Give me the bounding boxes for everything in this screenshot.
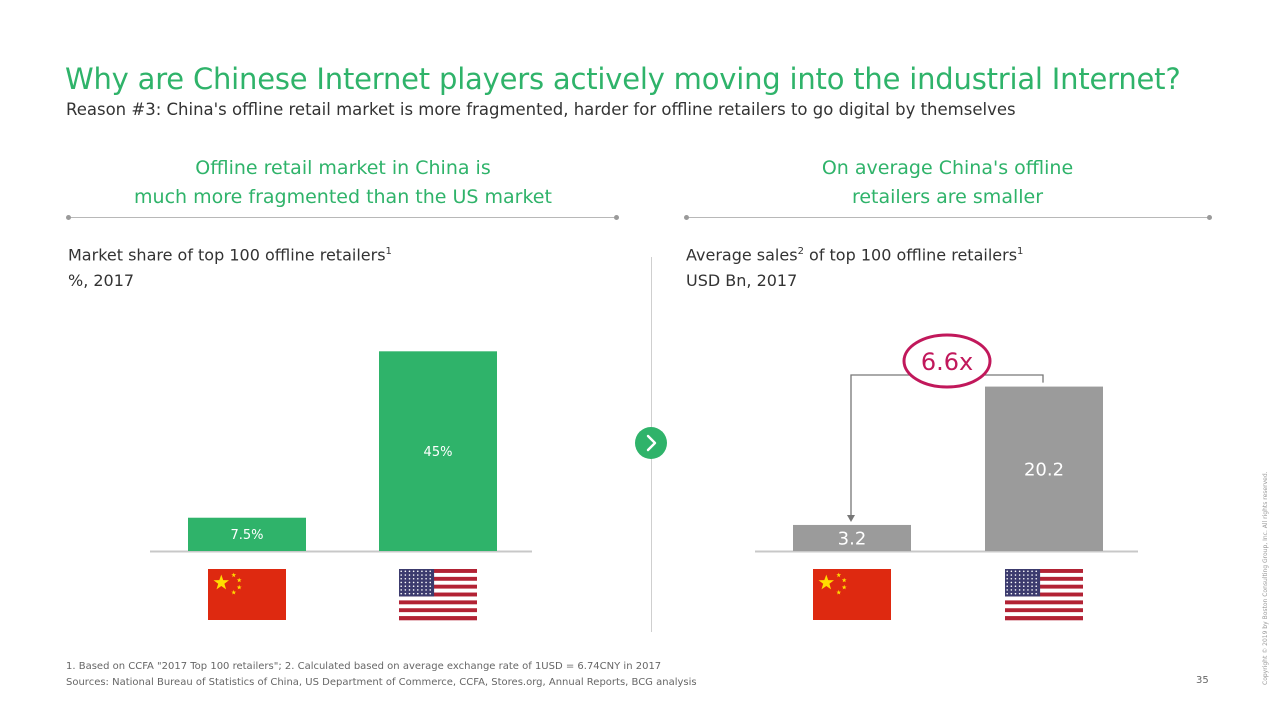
left-chart-label: Market share of top 100 offline retailer… (68, 239, 392, 294)
chart2-bar-us (985, 386, 1103, 551)
ratio-arrowhead (847, 514, 855, 522)
left-label-text: Market share of top 100 offline retailer… (68, 245, 386, 265)
next-arrow-button (635, 427, 667, 459)
copyright-notice: Copyright © 2019 by Boston Consulting Gr… (1262, 471, 1269, 685)
left-label-unit: %, 2017 (68, 271, 135, 291)
page-number: 35 (1196, 675, 1209, 686)
left-rule-dot-end (614, 215, 619, 220)
page-title: Why are Chinese Internet players activel… (65, 62, 1181, 96)
chart1-china-flag-icon (208, 569, 286, 620)
right-label-sup1: 1 (1017, 246, 1024, 257)
left-label-sup: 1 (385, 246, 392, 257)
left-heading-line2: much more fragmented than the US market (134, 186, 552, 208)
right-rule-dot-end (1207, 215, 1212, 220)
sources: Sources: National Bureau of Statistics o… (66, 677, 697, 688)
chart2-data-label-china: 3.2 (838, 528, 867, 549)
right-chart-label: Average sales2 of top 100 offline retail… (686, 239, 1023, 294)
chevron-right-icon (646, 434, 657, 452)
chart2-china-flag-icon (813, 569, 891, 620)
right-rule-dot-start (684, 215, 689, 220)
left-heading-line1: Offline retail market in China is (195, 157, 491, 179)
chart2-us-flag-icon (1005, 569, 1083, 621)
chart1-data-label-us: 45% (424, 445, 453, 460)
footnote: 1. Based on CCFA "2017 Top 100 retailers… (66, 661, 662, 672)
chart2-data-label-us: 20.2 (1024, 459, 1064, 480)
right-label-pre: Average sales (686, 245, 798, 265)
ratio-oval (902, 333, 992, 389)
right-heading-line2: retailers are smaller (851, 186, 1044, 208)
right-panel-heading: On average China's offline retailers are… (685, 154, 1210, 212)
ratio-annotation: 6.6x (921, 348, 973, 376)
left-panel-heading: Offline retail market in China is much m… (68, 154, 618, 212)
page-subtitle: Reason #3: China's offline retail market… (66, 100, 1016, 119)
left-panel-rule (68, 217, 616, 218)
right-panel-rule (686, 217, 1210, 218)
chart1-bar-us (379, 351, 497, 551)
right-heading-line1: On average China's offline (821, 157, 1074, 179)
chart1-us-flag-icon (399, 569, 477, 621)
chart1-data-label-china: 7.5% (230, 528, 263, 543)
left-rule-dot-start (66, 215, 71, 220)
right-label-mid: of top 100 offline retailers (803, 245, 1018, 265)
right-label-unit: USD Bn, 2017 (686, 271, 798, 291)
chart2-bar-china (793, 524, 911, 551)
right-label-sup2: 2 (797, 246, 804, 257)
chart1-bar-china (188, 517, 306, 551)
